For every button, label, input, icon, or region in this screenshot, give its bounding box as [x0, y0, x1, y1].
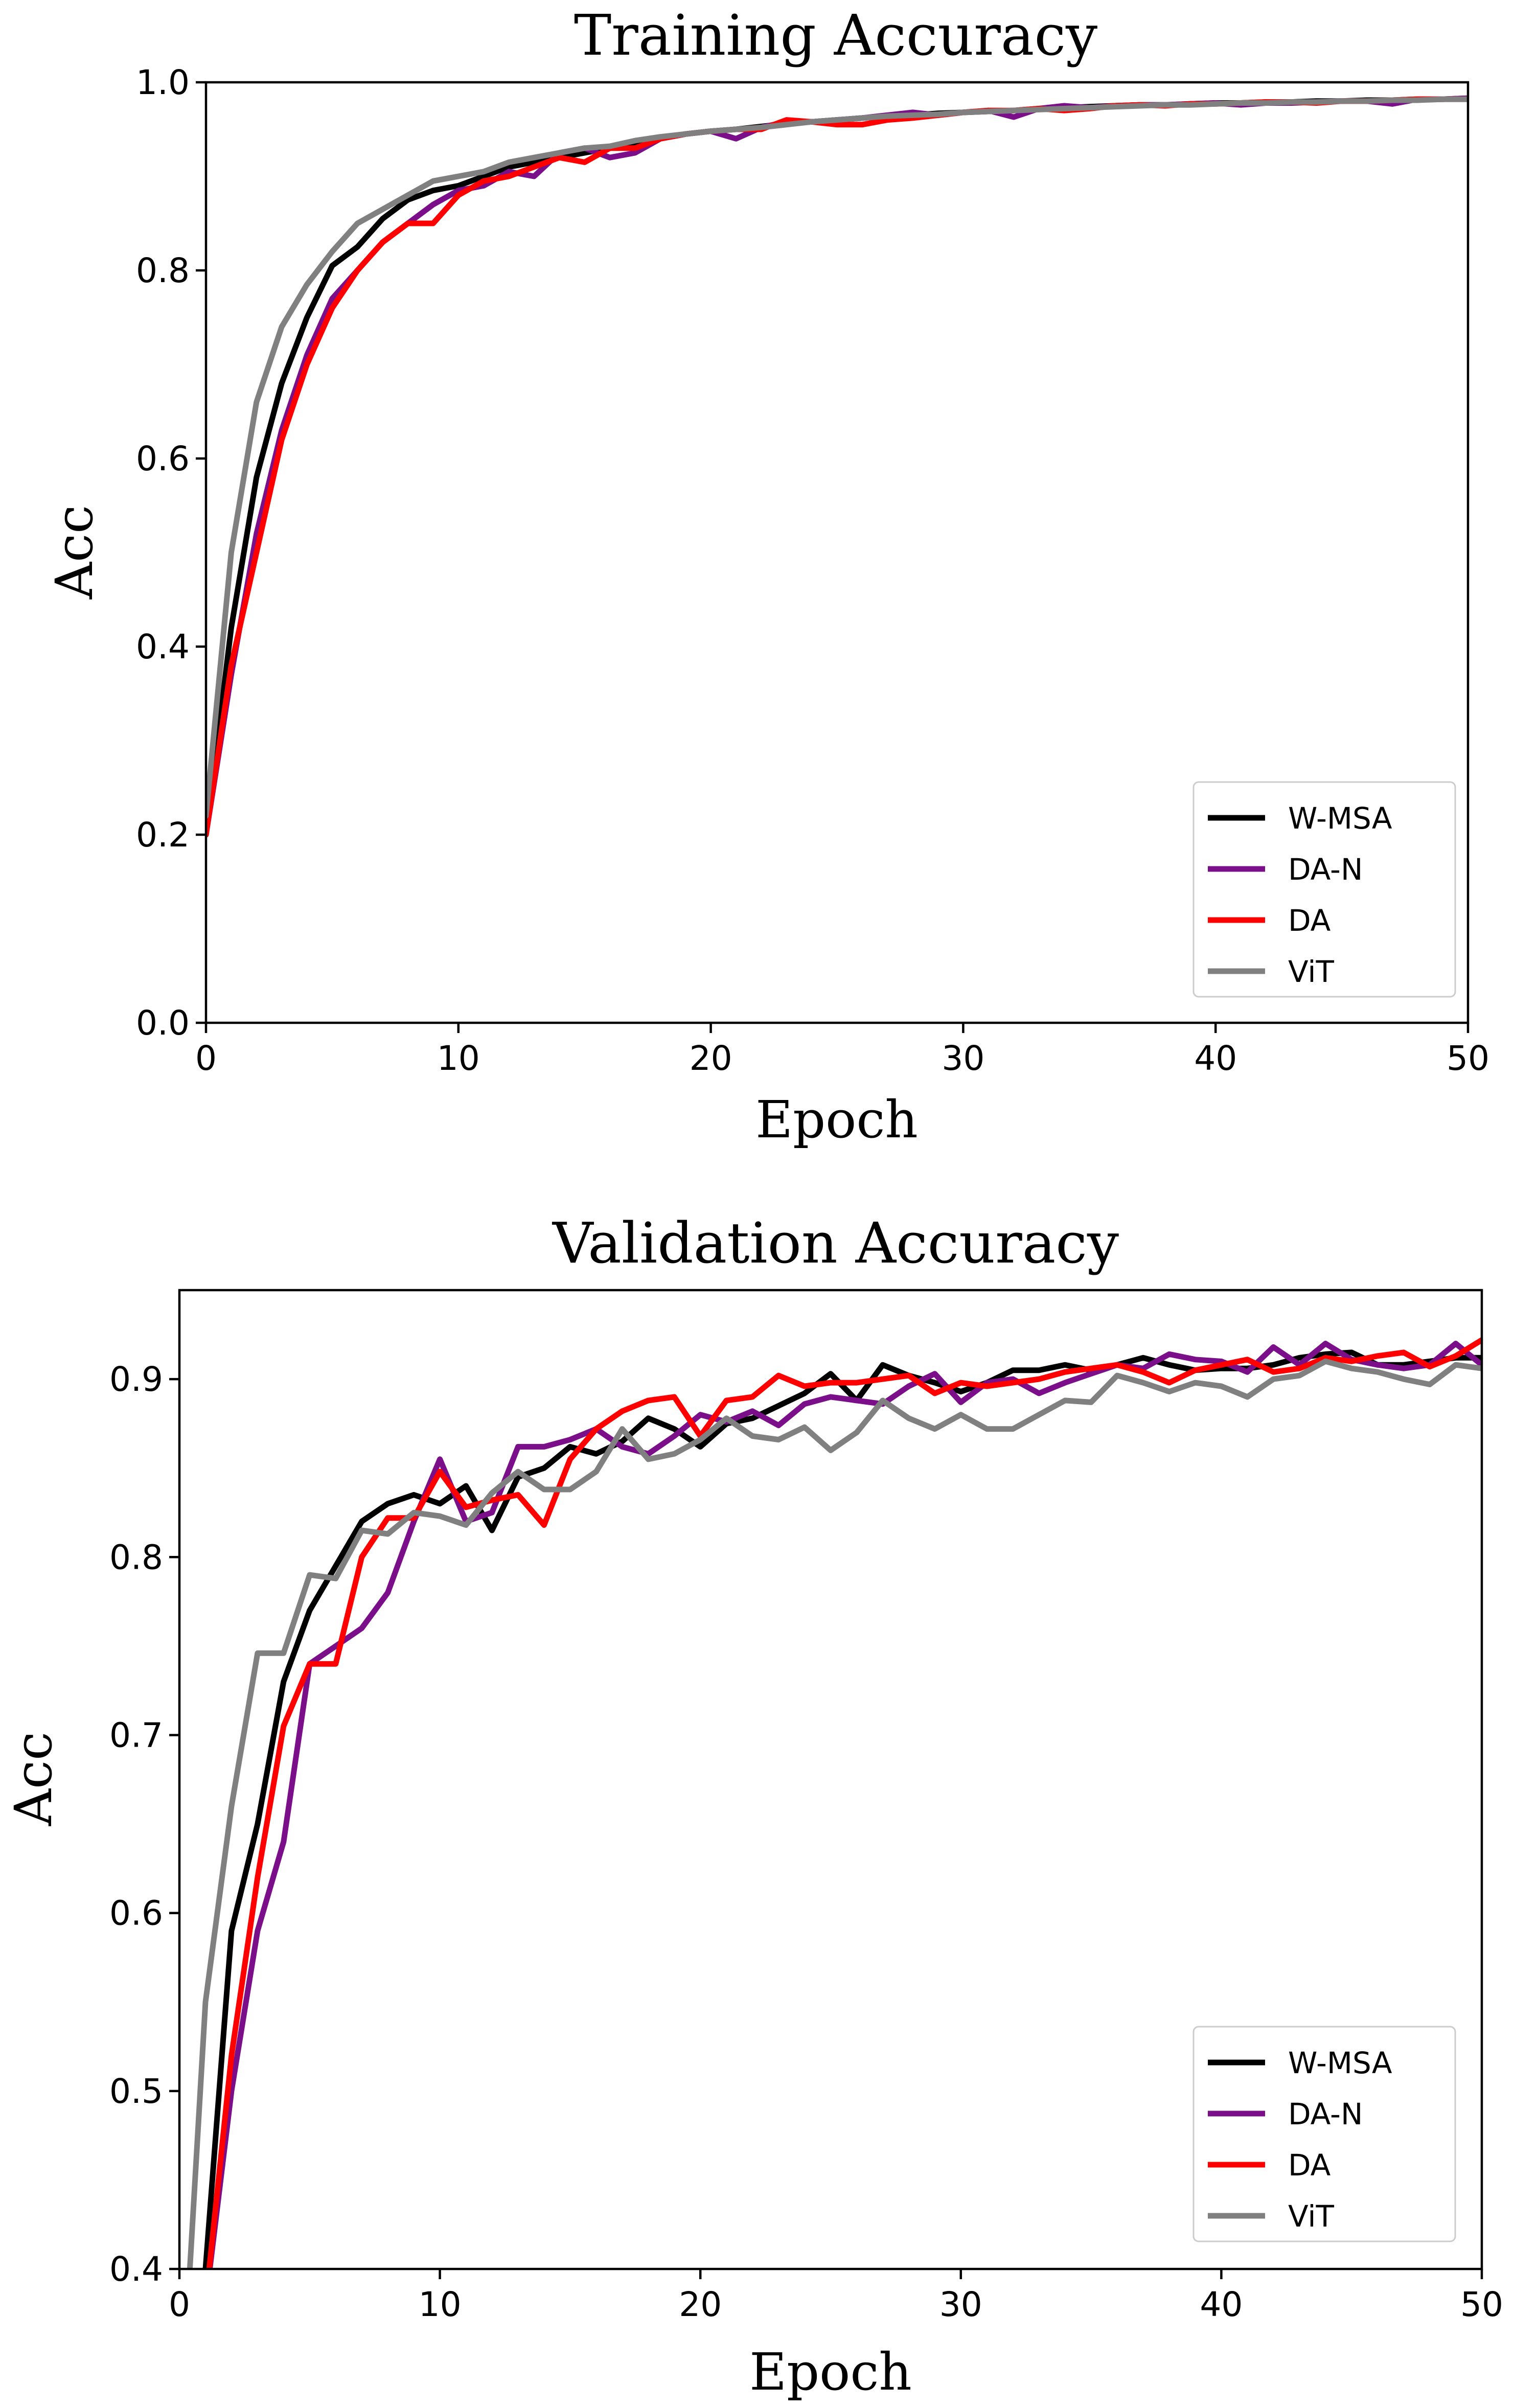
- y-tick-label: 0.7: [109, 1715, 163, 1755]
- y-tick-label: 0.5: [109, 2072, 163, 2111]
- x-tick-label: 50: [1447, 1039, 1489, 1078]
- plot-area: [187, 1337, 1482, 2269]
- series-line-vit: [206, 96, 1468, 819]
- chart-title: Validation Accuracy: [552, 1210, 1119, 1276]
- x-tick-label: 50: [1460, 2285, 1503, 2324]
- training-accuracy-chart: Training Accuracy 0 10 20 30 40 50 0.00.20.40…: [44, 3, 1489, 1150]
- y-tick-label: 0.6: [136, 439, 190, 478]
- legend: W-MSA DA-N DA ViT: [1192, 781, 1456, 998]
- x-tick-label: 40: [1200, 2285, 1243, 2324]
- y-axis: 0.4 0.5 0.6 0.7 0.8 0.9: [109, 1360, 179, 2289]
- series-line-da: [206, 1337, 1482, 2269]
- x-axis-label: Epoch: [749, 2342, 912, 2402]
- y-tick-label: 0.8: [136, 251, 190, 290]
- x-tick-label: 0: [195, 1039, 217, 1078]
- x-axis: 0 10 20 30 40 50: [195, 1023, 1489, 1078]
- legend-label: DA: [1288, 903, 1331, 938]
- legend-label: ViT: [1288, 2199, 1335, 2234]
- legend-label: W-MSA: [1288, 801, 1392, 836]
- validation-accuracy-chart: Validation Accuracy 0 10 20 30 40 50 0.40.50.…: [4, 1210, 1503, 2402]
- series-layer: [206, 95, 1468, 838]
- y-axis-label: Acc: [4, 1732, 63, 1826]
- x-tick-label: 0: [169, 2285, 190, 2324]
- x-axis-label: Epoch: [755, 1090, 918, 1150]
- plot-frame: [178, 1289, 1483, 2271]
- series-line-w-msa: [202, 1349, 1482, 2269]
- legend-frame: [1192, 781, 1456, 998]
- series-layer: [187, 1337, 1482, 2269]
- legend-label: DA: [1288, 2148, 1331, 2183]
- x-tick-label: 10: [419, 2285, 462, 2324]
- y-tick-label: 0.6: [109, 1894, 163, 1933]
- chart-title: Training Accuracy: [574, 3, 1097, 68]
- legend-label: DA-N: [1288, 2097, 1363, 2131]
- x-tick-label: 20: [679, 2285, 722, 2324]
- y-tick-label: 0.4: [136, 627, 190, 667]
- legend-label: DA-N: [1288, 852, 1363, 887]
- x-tick-label: 10: [437, 1039, 480, 1078]
- x-tick-label: 30: [942, 1039, 984, 1078]
- x-tick-label: 20: [690, 1039, 732, 1078]
- plot-frame: [204, 81, 1470, 1024]
- legend-label: ViT: [1288, 954, 1335, 989]
- x-axis: 0 10 20 30 40 50: [169, 2269, 1503, 2324]
- series-line-w-msa: [206, 95, 1468, 838]
- y-tick-label: 1.0: [136, 63, 190, 102]
- legend-frame: [1192, 2026, 1456, 2242]
- y-tick-label: 0.8: [109, 1538, 163, 1577]
- y-axis: 0.0 0.2 0.4 0.6 0.8 1.0: [136, 63, 206, 1043]
- x-tick-label: 30: [939, 2285, 982, 2324]
- x-tick-label: 40: [1194, 1039, 1237, 1078]
- series-line-vit: [187, 1358, 1482, 2269]
- y-tick-label: 0.9: [109, 1360, 163, 1399]
- y-tick-label: 0.4: [109, 2250, 163, 2289]
- legend: W-MSA DA-N DA ViT: [1192, 2026, 1456, 2242]
- series-line-da-n: [207, 1341, 1482, 2269]
- y-tick-label: 0.2: [136, 815, 190, 855]
- plot-area: [206, 95, 1468, 838]
- y-axis-label: Acc: [44, 505, 104, 600]
- y-tick-label: 0.0: [136, 1003, 190, 1043]
- legend-label: W-MSA: [1288, 2046, 1392, 2080]
